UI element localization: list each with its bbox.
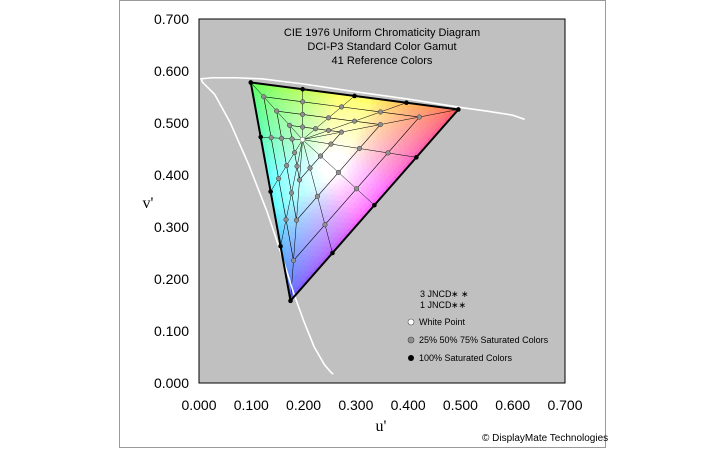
gamut-color-fill: [250, 82, 459, 301]
legend-label-partial-saturation: 25% 50% 75% Saturated Colors: [419, 335, 549, 345]
credit-text: © DisplayMate Technologies: [482, 433, 608, 444]
x-tick-label: 0.100: [234, 397, 269, 413]
axis-ticks: 0.000 0.100 0.200 0.300 0.400 0.500 0.600 0.700…: [154, 11, 583, 413]
partial-saturation-point: [312, 126, 319, 132]
partial-saturation-point: [317, 153, 324, 159]
y-tick-label: 0.600: [154, 63, 189, 79]
partial-saturation-point: [338, 129, 345, 135]
full-saturation-point: [330, 250, 335, 256]
jncd-1-marks: ∗∗: [451, 300, 466, 310]
chart-title-line-2: DCI-P3 Standard Color Gamut: [307, 41, 456, 53]
partial-saturation-point: [300, 111, 306, 117]
partial-saturation-point: [300, 99, 306, 105]
partial-saturation-point: [284, 163, 290, 169]
full-saturation-point: [268, 189, 273, 194]
x-axis-label: u': [376, 418, 387, 435]
reference-color-points: [248, 80, 461, 304]
legend-marker-partial-saturation: [407, 336, 415, 344]
partial-saturation-point: [325, 127, 332, 133]
spectrum-locus: [199, 76, 526, 375]
full-saturation-point: [456, 107, 461, 112]
x-tick-label: 0.000: [181, 397, 216, 413]
y-tick-label: 0.000: [154, 375, 189, 391]
partial-saturation-point: [293, 217, 300, 223]
y-tick-label: 0.700: [154, 11, 189, 27]
plot-area: [198, 18, 566, 384]
full-saturation-point: [288, 298, 293, 304]
partial-saturation-point: [292, 150, 298, 156]
partial-saturation-point: [338, 104, 345, 110]
jncd-3-label: 3 JNCD: [420, 289, 452, 299]
partial-saturation-point: [261, 94, 267, 100]
partial-saturation-point: [290, 257, 297, 264]
legend-marker-white-point: [407, 318, 415, 326]
partial-saturation-point: [356, 145, 363, 152]
x-tick-label: 0.400: [391, 397, 426, 413]
x-tick-label: 0.500: [443, 397, 478, 413]
partial-saturation-point: [268, 135, 274, 141]
legend-marker-full-saturation: [408, 355, 414, 361]
partial-saturation-point: [288, 190, 295, 196]
full-saturation-point: [278, 243, 283, 249]
partial-saturation-point: [335, 169, 342, 175]
partial-saturation-point: [314, 193, 321, 199]
x-tick-label: 0.600: [495, 397, 530, 413]
x-tick-label: 0.700: [547, 397, 582, 413]
partial-saturation-point: [416, 114, 422, 120]
y-tick-label: 0.400: [154, 167, 189, 183]
partial-saturation-point: [279, 135, 285, 141]
full-saturation-point: [404, 100, 409, 106]
partial-saturation-point: [294, 163, 300, 169]
partial-saturation-point: [377, 122, 383, 128]
partial-saturation-point: [300, 124, 306, 130]
full-saturation-point: [258, 134, 263, 140]
full-saturation-point: [300, 86, 305, 92]
partial-saturation-point: [307, 165, 313, 171]
partial-saturation-point: [353, 186, 359, 192]
jncd-1-label: 1 JNCD: [420, 300, 452, 310]
legend-label-full-saturation: 100% Saturated Colors: [419, 353, 513, 363]
y-tick-label: 0.200: [154, 271, 189, 287]
partial-saturation-point: [296, 177, 303, 183]
y-tick-label: 0.500: [154, 115, 189, 131]
partial-saturation-point: [328, 141, 334, 147]
partial-saturation-point: [377, 109, 384, 115]
partial-saturation-point: [325, 115, 332, 121]
legend-label-white-point: White Point: [419, 317, 466, 327]
jncd-3-marks: ∗ ∗: [451, 289, 469, 299]
partial-saturation-point: [351, 118, 358, 124]
full-saturation-point: [372, 202, 377, 208]
partial-saturation-point: [283, 217, 289, 223]
legend: 3 JNCD ∗ ∗ 1 JNCD ∗∗ White Point 25% 50%…: [407, 289, 549, 363]
chart-title-line-3: 41 Reference Colors: [332, 55, 433, 67]
y-axis-label: v': [143, 195, 154, 212]
partial-saturation-point: [274, 108, 280, 114]
y-tick-label: 0.100: [154, 323, 189, 339]
white-point: [299, 136, 306, 143]
x-tick-label: 0.300: [338, 397, 373, 413]
chart-title-line-1: CIE 1976 Uniform Chromaticity Diagram: [284, 27, 480, 39]
partial-saturation-point: [276, 176, 282, 182]
full-saturation-point: [352, 93, 357, 99]
partial-saturation-point: [385, 150, 391, 156]
partial-saturation-point: [322, 222, 328, 228]
full-saturation-point: [248, 80, 254, 85]
x-tick-label: 0.200: [286, 397, 321, 413]
partial-saturation-point: [287, 122, 293, 128]
full-saturation-point: [414, 155, 419, 160]
partial-saturation-point: [289, 136, 295, 142]
y-tick-label: 0.300: [154, 219, 189, 235]
